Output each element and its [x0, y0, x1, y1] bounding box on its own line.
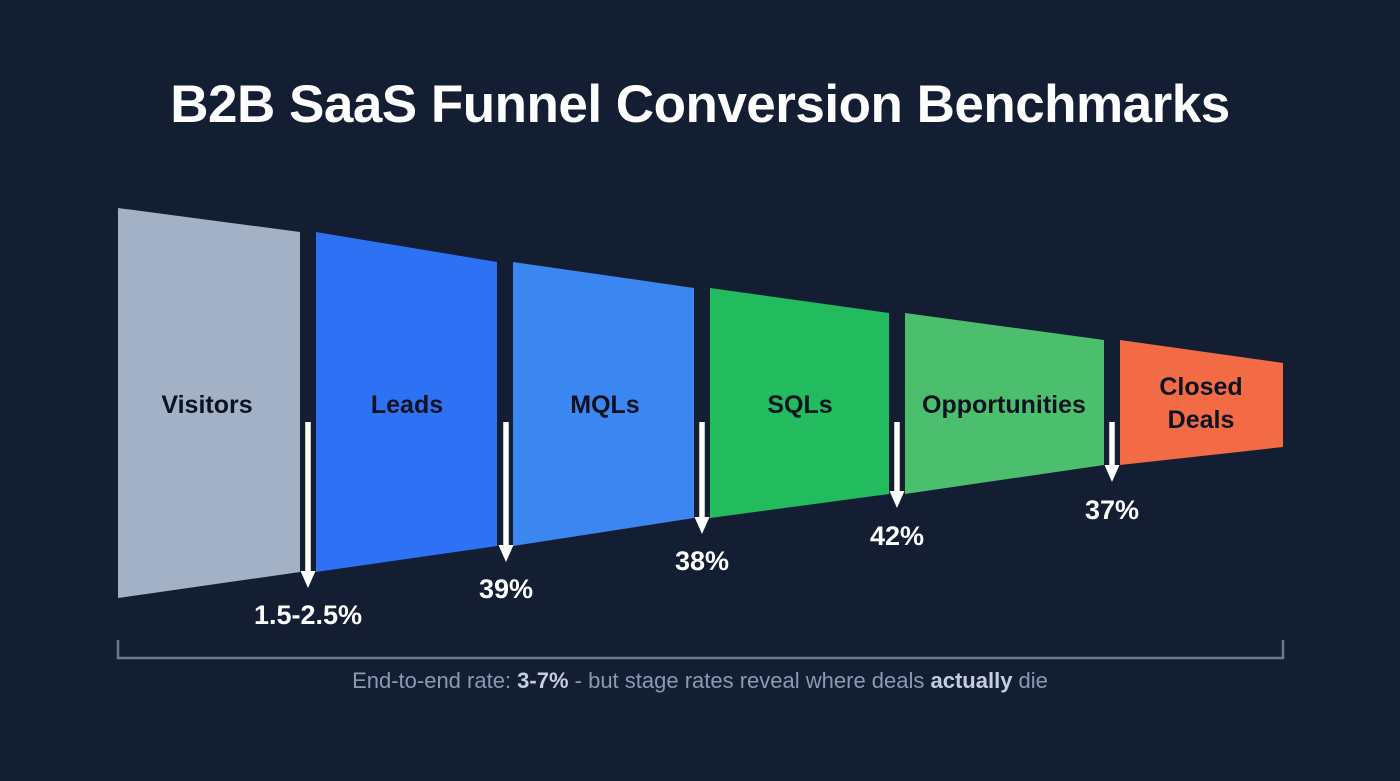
segment-label-opportunities: Opportunities [922, 391, 1086, 419]
conversion-rate-label-1: 39% [479, 574, 533, 604]
span-bracket-group [116, 640, 1285, 660]
segment-label-leads: Leads [371, 391, 443, 419]
footer-middle: - but stage rates reveal where deals [568, 668, 931, 693]
segment-label-visitors: Visitors [161, 391, 252, 419]
segment-label-sqls: SQLs [767, 391, 832, 419]
page-title: B2B SaaS Funnel Conversion Benchmarks [170, 75, 1230, 134]
funnel-segment-opportunities[interactable] [905, 313, 1104, 494]
funnel-segment-closed-deals[interactable] [1120, 340, 1283, 465]
funnel-segment-mqls[interactable] [513, 262, 694, 546]
conversion-arrow-head-2 [694, 517, 710, 534]
conversion-arrow-head-0 [300, 571, 316, 588]
funnel-segments-group: Visitors Leads MQLs SQLs Opportunities Closed… [118, 208, 1283, 598]
footer-emphasis: actually [930, 668, 1013, 693]
conversion-rate-label-3: 42% [870, 521, 924, 551]
footer-rate-value: 3-7% [517, 668, 569, 693]
conversion-rate-label-2: 38% [675, 546, 729, 576]
conversion-arrow-head-4 [1104, 465, 1120, 482]
segment-label-closed-deals-line2: Deals [1168, 406, 1235, 434]
segment-label-closed-deals-line1: Closed [1159, 373, 1242, 401]
end-to-end-bracket [116, 640, 1285, 660]
segment-label-mqls: MQLs [570, 391, 639, 419]
conversion-arrow-head-1 [498, 545, 514, 562]
conversion-arrow-head-3 [889, 491, 905, 508]
footer-suffix: die [1012, 668, 1048, 693]
conversion-arrows-group: 1.5-2.5% 39% 38% 42% 37% [254, 422, 1139, 630]
footer-prefix: End-to-end rate: [352, 668, 518, 693]
footer-annotation: End-to-end rate: 3-7% - but stage rates … [0, 668, 1400, 694]
funnel-segment-sqls[interactable] [710, 288, 889, 518]
conversion-rate-label-0: 1.5-2.5% [254, 600, 362, 630]
conversion-rate-label-4: 37% [1085, 495, 1139, 525]
funnel-segment-visitors[interactable] [118, 208, 300, 598]
funnel-segment-leads[interactable] [316, 232, 497, 572]
